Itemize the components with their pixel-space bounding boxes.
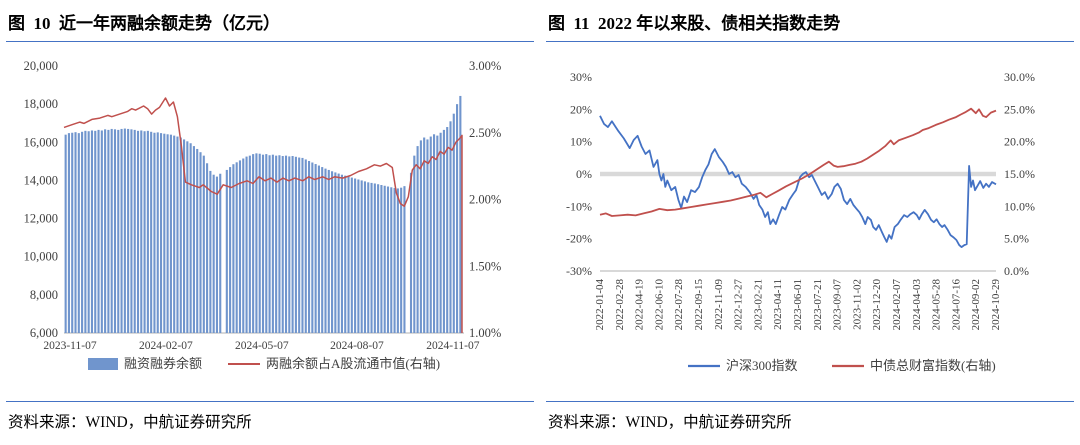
legend-bar-label: 融资融券余额: [124, 356, 202, 371]
svg-text:15.0%: 15.0%: [1004, 167, 1035, 181]
svg-text:2023-04-11: 2023-04-11: [772, 279, 784, 330]
x-axis-labels: 2023-11-07 2024-02-07 2024-05-07 2024-08-07…: [43, 340, 479, 352]
svg-text:2022-04-19: 2022-04-19: [634, 279, 646, 331]
balance-ratio-line: [63, 97, 463, 333]
svg-text:20.0%: 20.0%: [1004, 135, 1035, 149]
svg-text:2022-09-15: 2022-09-15: [693, 279, 705, 331]
svg-text:2023-09-07: 2023-09-07: [832, 279, 844, 331]
legend-chinabond-label: 中债总财富指数(右轴): [870, 358, 996, 373]
svg-text:2022-07-28: 2022-07-28: [673, 279, 685, 331]
figure-10-panel: 图 10 近一年两融余额走势（亿元） 20,000 18,000 16,000 14,…: [0, 9, 540, 432]
svg-text:5.0%: 5.0%: [1004, 232, 1029, 246]
svg-text:30%: 30%: [570, 70, 592, 84]
svg-text:2024-10-29: 2024-10-29: [990, 279, 1002, 331]
svg-text:2024-11-07: 2024-11-07: [426, 340, 479, 352]
svg-text:-20%: -20%: [566, 232, 592, 246]
legend-bar-swatch: [88, 358, 118, 370]
svg-text:2023-11-02: 2023-11-02: [851, 279, 863, 330]
y-axis-ticks: 20,000 18,000 16,000 14,000 12,000 10,000 8,00…: [24, 59, 502, 340]
margin-balance-bars: [64, 95, 462, 334]
svg-text:2023-02-21: 2023-02-21: [752, 279, 764, 330]
svg-text:2022-02-28: 2022-02-28: [614, 279, 626, 331]
chart-canvas: 20,000 18,000 16,000 14,000 12,000 10,000 8,00…: [24, 59, 502, 371]
svg-text:2.00%: 2.00%: [469, 193, 501, 207]
svg-text:6,000: 6,000: [30, 326, 58, 340]
svg-text:16,000: 16,000: [24, 135, 58, 149]
svg-text:2.50%: 2.50%: [469, 126, 501, 140]
svg-text:2024-08-07: 2024-08-07: [330, 340, 384, 352]
svg-text:2024-04-03: 2024-04-03: [911, 279, 923, 331]
svg-text:14,000: 14,000: [24, 173, 58, 187]
stock-bond-index-chart: 30% 20% 10% 0% -10% -20% -30% 30.0% 25.0% 20.0% 15…: [540, 52, 1080, 397]
svg-text:2024-05-28: 2024-05-28: [931, 279, 943, 331]
svg-text:1.50%: 1.50%: [469, 259, 501, 273]
svg-text:20%: 20%: [570, 102, 592, 116]
svg-text:-30%: -30%: [566, 264, 592, 278]
svg-text:2022-06-10: 2022-06-10: [653, 279, 665, 331]
figure-11-title: 图 11 2022 年以来股、债相关指数走势: [546, 9, 1074, 42]
svg-text:10%: 10%: [570, 135, 592, 149]
legend: 沪深300指数 中债总财富指数(右轴): [688, 358, 996, 373]
svg-text:2022-01-04: 2022-01-04: [594, 279, 606, 331]
x-axis-labels: 2022-01-04 2022-02-28 2022-04-19 2022-06-10…: [594, 279, 1002, 331]
svg-text:0%: 0%: [576, 167, 592, 181]
svg-text:2023-12-20: 2023-12-20: [871, 279, 883, 331]
svg-text:25.0%: 25.0%: [1004, 102, 1035, 116]
csi300-line: [599, 115, 997, 249]
svg-text:10,000: 10,000: [24, 250, 58, 264]
svg-text:2023-07-21: 2023-07-21: [812, 279, 824, 330]
figure-11-source: 资料来源：WIND，中航证券研究所: [546, 401, 1074, 432]
svg-text:2022-11-09: 2022-11-09: [713, 279, 725, 330]
svg-text:2024-05-07: 2024-05-07: [235, 340, 289, 352]
chinabond-wealth-line: [599, 107, 997, 217]
legend-csi300-label: 沪深300指数: [726, 358, 798, 373]
figure-11-panel: 图 11 2022 年以来股、债相关指数走势 30% 20% 10% 0% -10% -2…: [540, 0, 1080, 445]
svg-text:2024-02-07: 2024-02-07: [139, 340, 193, 352]
svg-text:2024-09-02: 2024-09-02: [970, 279, 982, 330]
svg-text:2024-07-16: 2024-07-16: [950, 279, 962, 331]
svg-text:2022-12-27: 2022-12-27: [733, 279, 745, 331]
svg-text:30.0%: 30.0%: [1004, 70, 1035, 84]
svg-text:0.0%: 0.0%: [1004, 264, 1029, 278]
svg-text:8,000: 8,000: [30, 288, 58, 302]
svg-text:2024-02-07: 2024-02-07: [891, 279, 903, 331]
figure-10-source: 资料来源：WIND，中航证券研究所: [6, 401, 534, 432]
svg-text:2023-06-01: 2023-06-01: [792, 279, 804, 330]
svg-text:10.0%: 10.0%: [1004, 199, 1035, 213]
svg-text:-10%: -10%: [566, 199, 592, 213]
y-axis-ticks: 30% 20% 10% 0% -10% -20% -30% 30.0% 25.0% 20.0% 15…: [566, 70, 1035, 278]
svg-text:2023-11-07: 2023-11-07: [43, 340, 96, 352]
svg-text:3.00%: 3.00%: [469, 59, 501, 73]
svg-text:20,000: 20,000: [24, 59, 58, 73]
margin-balance-chart: 20,000 18,000 16,000 14,000 12,000 10,000 8,00…: [0, 52, 540, 397]
chart-canvas: 30% 20% 10% 0% -10% -20% -30% 30.0% 25.0% 20.0% 15…: [566, 70, 1035, 373]
legend: 融资融券余额 两融余额占A股流通市值(右轴): [88, 356, 440, 371]
svg-text:18,000: 18,000: [24, 97, 58, 111]
svg-text:1.00%: 1.00%: [469, 326, 501, 340]
figure-10-title: 图 10 近一年两融余额走势（亿元）: [6, 9, 534, 42]
legend-line-label: 两融余额占A股流通市值(右轴): [266, 356, 440, 371]
svg-text:12,000: 12,000: [24, 212, 58, 226]
